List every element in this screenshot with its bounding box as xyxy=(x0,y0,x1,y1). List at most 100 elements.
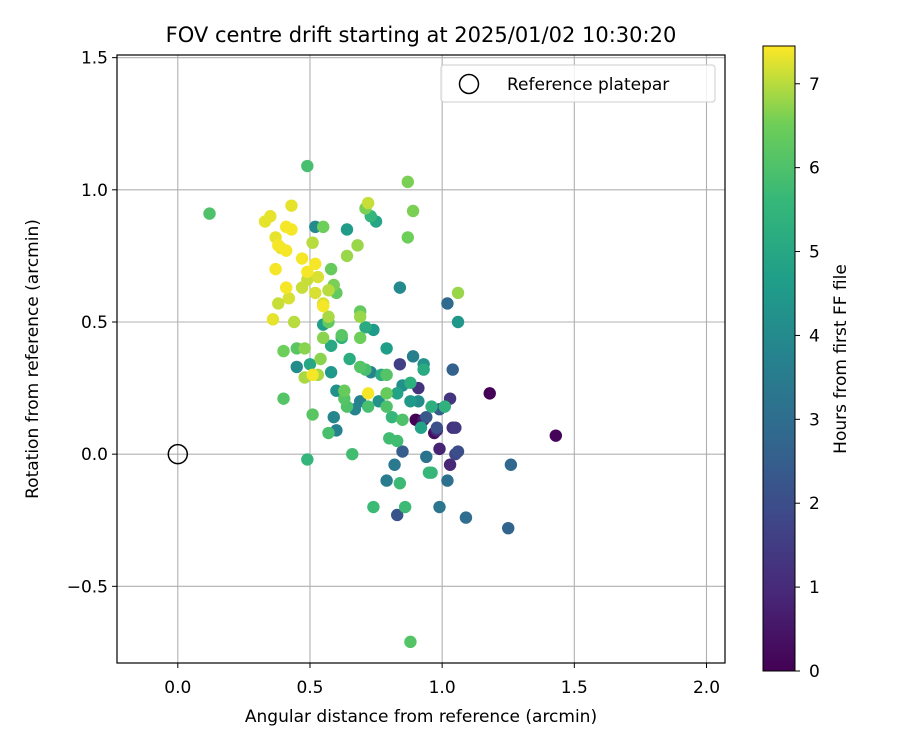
y-tick-label: 1.5 xyxy=(81,49,108,69)
data-point xyxy=(359,321,372,334)
y-axis-ticks: −0.5 0.0 0.5 1.0 1.5 xyxy=(67,49,117,597)
legend: Reference platepar xyxy=(440,64,716,103)
chart-title: FOV centre drift starting at 2025/01/02 … xyxy=(166,23,677,47)
colorbar-tick-label: 3 xyxy=(809,410,820,430)
data-point xyxy=(438,400,451,413)
data-point xyxy=(446,363,459,376)
data-point xyxy=(285,199,298,212)
plot-frame xyxy=(116,54,726,664)
data-point xyxy=(301,453,314,466)
data-point xyxy=(433,442,446,456)
data-point xyxy=(316,220,330,234)
data-point xyxy=(396,445,409,458)
data-point xyxy=(340,249,354,263)
data-point xyxy=(502,521,515,535)
data-point xyxy=(406,204,420,218)
data-point xyxy=(380,368,393,382)
data-point xyxy=(380,387,393,400)
x-axis-label: Angular distance from reference (arcmin) xyxy=(245,707,597,727)
data-point xyxy=(380,400,393,413)
data-point xyxy=(327,410,340,424)
data-point xyxy=(335,329,348,342)
data-point xyxy=(393,477,407,490)
data-point xyxy=(354,310,367,323)
data-point xyxy=(295,252,309,265)
x-tick-label: 0.5 xyxy=(296,678,323,698)
data-point xyxy=(441,474,454,487)
data-point xyxy=(266,313,280,326)
data-point xyxy=(282,292,296,305)
data-point xyxy=(401,175,414,189)
data-point xyxy=(361,196,375,210)
data-point xyxy=(346,447,359,461)
data-point xyxy=(404,376,417,389)
colorbar-tick-label: 4 xyxy=(809,326,820,346)
data-point xyxy=(449,421,462,434)
data-point xyxy=(203,207,216,220)
data-point xyxy=(404,635,417,649)
colorbar-tick-label: 7 xyxy=(809,75,820,95)
data-point xyxy=(306,408,319,421)
x-tick-label: 1.5 xyxy=(561,678,588,698)
colorbar-ticks: 0 1 2 3 4 5 6 7 xyxy=(795,75,820,682)
data-point xyxy=(354,331,367,345)
y-tick-label: 0.5 xyxy=(81,313,108,333)
colorbar-tick-label: 6 xyxy=(809,159,820,179)
colorbar-label: Hours from first FF file xyxy=(831,264,851,454)
data-point xyxy=(343,352,356,366)
legend-marker-icon xyxy=(458,73,480,95)
data-point xyxy=(385,410,399,424)
data-point xyxy=(295,281,309,294)
data-point xyxy=(401,231,414,244)
data-point xyxy=(380,474,393,487)
data-point xyxy=(354,360,367,374)
data-point xyxy=(388,458,401,471)
data-point xyxy=(324,366,338,379)
data-point xyxy=(264,210,277,223)
colorbar-tick-label: 2 xyxy=(809,494,820,514)
data-point xyxy=(404,395,417,408)
data-point xyxy=(361,387,375,400)
data-point xyxy=(441,297,454,310)
data-point xyxy=(322,284,335,297)
data-point xyxy=(420,450,433,464)
data-point xyxy=(306,368,319,382)
x-tick-label: 1.0 xyxy=(429,678,456,698)
reference-platepar-marker xyxy=(167,443,189,465)
data-point xyxy=(277,344,290,358)
data-point xyxy=(483,387,496,400)
data-point xyxy=(459,511,473,524)
colorbar-tick-label: 0 xyxy=(809,662,820,682)
data-point xyxy=(301,265,314,278)
legend-box xyxy=(440,64,716,103)
colorbar-tick-label: 1 xyxy=(809,578,820,598)
data-point xyxy=(322,310,335,323)
data-point xyxy=(430,421,444,434)
x-tick-label: 0.0 xyxy=(164,678,191,698)
data-point xyxy=(391,387,404,400)
data-point xyxy=(393,358,407,371)
data-point xyxy=(338,384,351,397)
colorbar-tick-label: 5 xyxy=(809,243,820,263)
data-point xyxy=(451,286,465,300)
data-point xyxy=(316,331,330,345)
data-point xyxy=(298,342,311,355)
data-point xyxy=(549,429,563,442)
data-point xyxy=(279,281,293,294)
data-point xyxy=(414,421,428,434)
data-point xyxy=(367,500,380,514)
data-point xyxy=(451,445,465,458)
data-point xyxy=(380,342,393,355)
data-point xyxy=(285,223,298,236)
data-point xyxy=(309,257,322,271)
y-tick-label: 0.0 xyxy=(81,445,108,465)
x-tick-label: 2.0 xyxy=(693,678,720,698)
data-point xyxy=(324,339,338,352)
data-point xyxy=(425,466,438,479)
data-point xyxy=(316,299,330,313)
data-point xyxy=(309,286,322,300)
y-axis-label: Rotation from reference (arcmin) xyxy=(23,219,43,499)
data-point xyxy=(311,270,325,284)
data-point xyxy=(340,223,354,236)
data-point xyxy=(269,262,282,276)
